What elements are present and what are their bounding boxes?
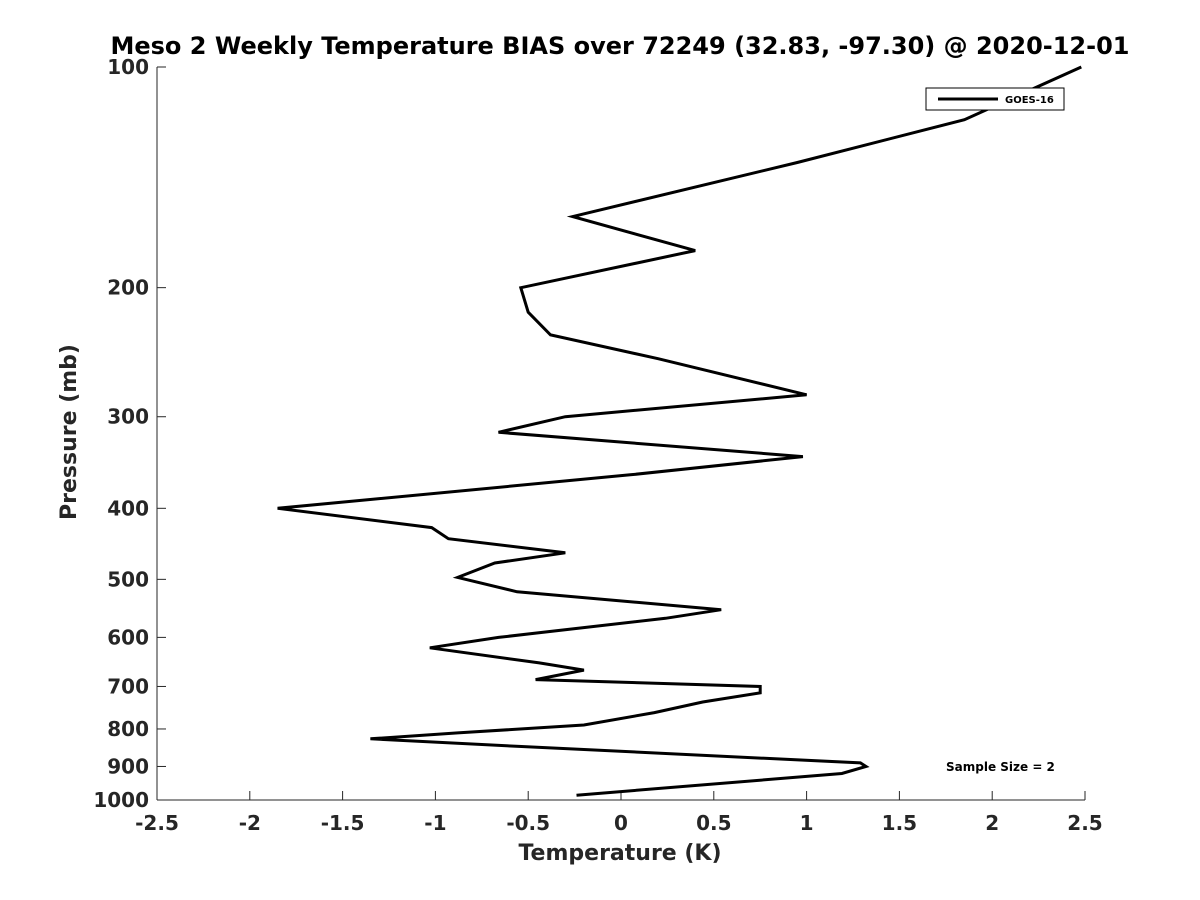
x-tick-label: -1 xyxy=(424,811,446,835)
legend: GOES-16 xyxy=(925,87,1065,111)
series-line-goes-16 xyxy=(277,65,1082,797)
y-tick-label: 700 xyxy=(107,674,149,698)
sample-size-annotation: Sample Size = 2 xyxy=(946,760,1055,774)
y-tick-label: 600 xyxy=(107,625,149,649)
axes xyxy=(156,67,1085,801)
x-tick-label: -0.5 xyxy=(506,811,550,835)
x-tick-label: 1 xyxy=(800,811,814,835)
x-axis-label: Temperature (K) xyxy=(518,841,721,866)
x-tick-label: 2.5 xyxy=(1067,811,1102,835)
y-tick-label: 500 xyxy=(107,567,149,591)
x-tick-label: 0.5 xyxy=(696,811,731,835)
x-tick-label: -2.5 xyxy=(135,811,179,835)
y-tick-label: 100 xyxy=(107,55,149,79)
y-tick-label: 1000 xyxy=(93,788,149,812)
y-axis-label: Pressure (mb) xyxy=(57,344,82,520)
y-axis-ticks: 100 200 300 400 500 600 700 800 900 1000 xyxy=(93,55,166,812)
x-tick-label: 2 xyxy=(985,811,999,835)
x-axis-ticks: -2.5 -2 -1.5 -1 -0.5 0 0.5 1 1.5 2 2.5 xyxy=(135,791,1103,835)
x-tick-label: -1.5 xyxy=(321,811,365,835)
y-tick-label: 400 xyxy=(107,496,149,520)
y-tick-label: 800 xyxy=(107,717,149,741)
y-tick-label: 900 xyxy=(107,754,149,778)
x-tick-label: 1.5 xyxy=(882,811,917,835)
x-tick-label: 0 xyxy=(614,811,628,835)
y-tick-label: 300 xyxy=(107,405,149,429)
chart-title: Meso 2 Weekly Temperature BIAS over 7224… xyxy=(110,32,1129,60)
y-tick-label: 200 xyxy=(107,276,149,300)
legend-label-goes-16: GOES-16 xyxy=(1005,95,1054,106)
x-tick-label: -2 xyxy=(239,811,261,835)
